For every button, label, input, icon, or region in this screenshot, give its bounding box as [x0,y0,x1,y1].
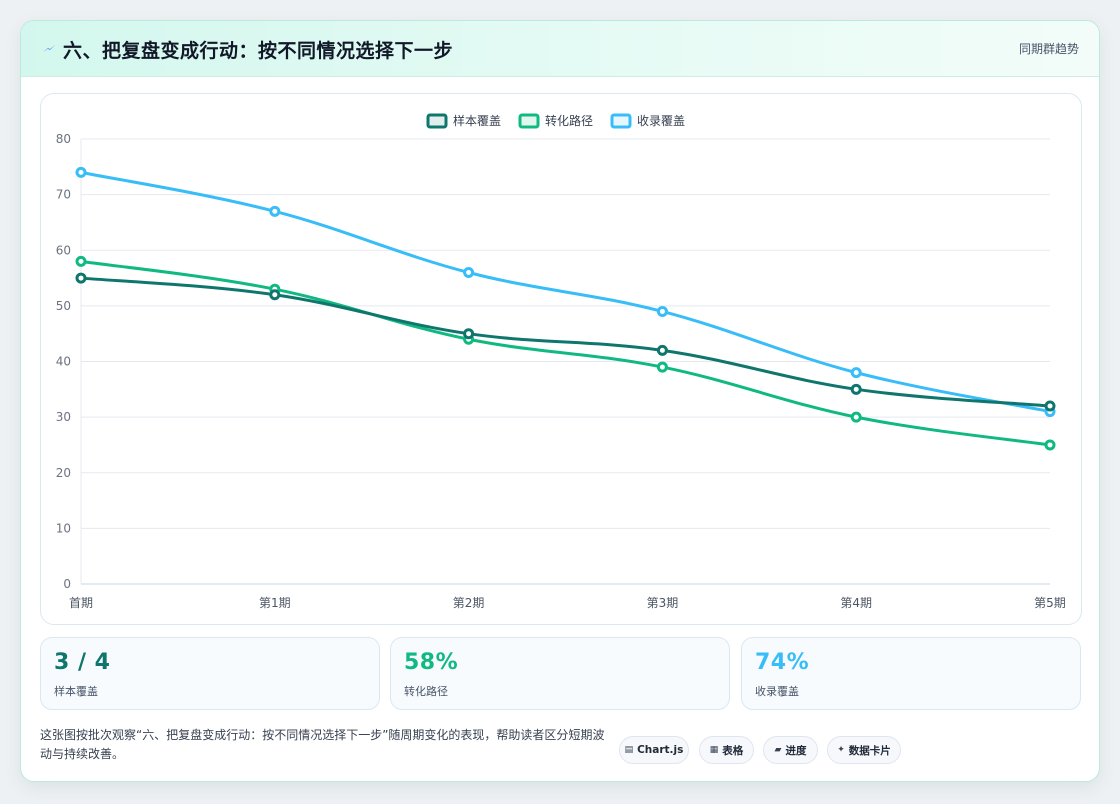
stat-value: 3 / 4 [54,650,111,675]
pill-label: 表格 [722,744,744,757]
x-tick-label: 第5期 [1034,596,1066,610]
y-tick-label: 10 [56,521,71,535]
data-point [656,344,668,356]
stat-card-index: 74% 收录覆盖 [741,637,1081,710]
x-tick-label: 第4期 [840,596,872,610]
series-line [79,276,1052,408]
trend-tag: 同期群趋势 [1018,42,1079,56]
table-icon: ▦ [709,745,719,755]
data-point [75,255,87,267]
legend-swatch [610,113,632,129]
pill-label: Chart.js [637,744,684,756]
chart-panel: 0 10 20 30 40 50 60 70 80 首期 第1期 第2期 第3期 第4期 第5期 样本覆盖 转化… [40,93,1082,625]
y-tick-label: 40 [56,355,71,369]
pill-table[interactable]: ▦ 表格 [699,736,754,764]
data-point [269,289,281,301]
card-header: 六、把复盘变成行动：按不同情况选择下一步 同期群趋势 [21,21,1099,77]
stat-card-sample: 3 / 4 样本覆盖 [40,637,380,710]
y-tick-label: 30 [56,410,71,424]
line-chart: 0 10 20 30 40 50 60 70 80 首期 第1期 第2期 第3期 第4期 第5期 样本覆盖 转化… [56,113,1066,610]
data-point [463,328,475,340]
data-point [850,411,862,423]
stat-card-conversion: 58% 转化路径 [390,637,730,710]
y-tick-label: 60 [56,243,71,257]
data-point [656,361,668,373]
x-tick-label: 第1期 [259,596,291,610]
progress-icon: ▰ [774,745,782,755]
y-tick-label: 0 [63,577,71,591]
stat-label: 收录覆盖 [755,685,799,698]
legend-label: 样本覆盖 [453,113,501,128]
y-tick-label: 80 [56,132,71,146]
data-point [850,367,862,379]
x-tick-label: 第3期 [647,596,679,610]
x-tick-label: 首期 [69,596,93,610]
data-point [1044,400,1056,412]
pill-data-card[interactable]: ✦ 数据卡片 [827,736,901,764]
pill-progress[interactable]: ▰ 进度 [763,736,818,764]
data-point [850,383,862,395]
series-line [79,259,1052,447]
data-point [75,272,87,284]
legend-swatch [518,113,540,129]
stat-value: 58% [404,650,459,675]
legend-label: 转化路径 [545,113,593,128]
pill-label: 数据卡片 [848,744,891,757]
data-point [656,305,668,317]
data-point [269,205,281,217]
y-tick-label: 50 [56,299,71,313]
y-tick-label: 20 [56,466,71,480]
stat-label: 样本覆盖 [54,685,98,698]
page-title: 六、把复盘变成行动：按不同情况选择下一步 [63,40,454,62]
card-icon: ✦ [837,745,845,755]
data-point [463,267,475,278]
chart-description: 这张图按批次观察“六、把复盘变成行动：按不同情况选择下一步”随周期变化的表现，帮… [40,728,605,761]
pill-label: 进度 [785,744,807,757]
report-card: 六、把复盘变成行动：按不同情况选择下一步 同期群趋势 0 10 20 30 40 50 60… [20,20,1100,782]
pill-chartjs[interactable]: ▤ Chart.js [619,736,689,764]
legend-swatch [426,113,448,129]
chart-icon: ▤ [624,745,634,755]
data-point [1044,439,1056,451]
x-tick-label: 第2期 [453,596,485,610]
legend-label: 收录覆盖 [637,114,685,128]
series-line [79,170,1052,414]
data-point [75,166,87,178]
y-tick-label: 70 [56,188,71,202]
stat-value: 74% [755,650,810,675]
lightning-icon [43,45,55,52]
stat-label: 转化路径 [404,685,448,698]
